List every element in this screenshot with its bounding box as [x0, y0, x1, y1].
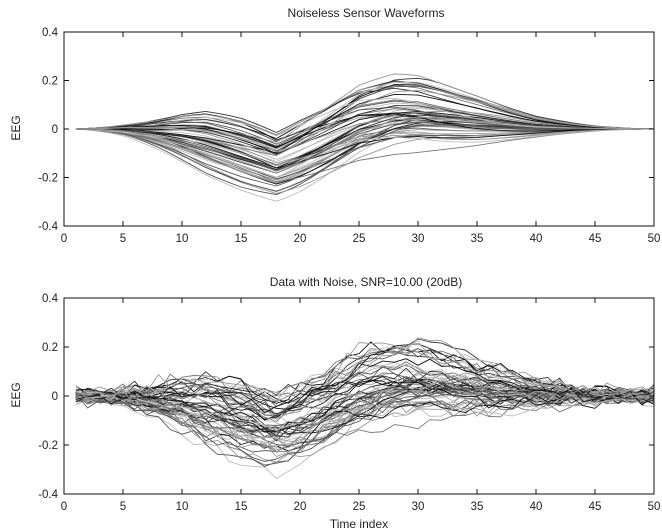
chart-title: Noiseless Sensor Waveforms [288, 6, 445, 20]
x-tick-label: 40 [530, 501, 543, 513]
series-line [75, 128, 654, 169]
x-tick-label: 20 [294, 501, 307, 513]
series-layer [75, 73, 655, 202]
subplot-noiseless: Noiseless Sensor Waveforms EEG 0 5 10 15 20 2… [9, 6, 660, 245]
ticks-layer: 0 5 10 15 20 25 30 35 40 45 50 -0.4 -0.2 0 0.2 0.4 [38, 27, 660, 245]
series-line [75, 89, 655, 157]
x-tick-label: 15 [235, 501, 248, 513]
series-line [75, 364, 655, 408]
x-tick-label: 25 [353, 233, 366, 245]
x-tick-label: 35 [471, 501, 484, 513]
x-tick-label: 25 [353, 501, 366, 513]
y-axis-label: EEG [9, 115, 23, 140]
x-tick-label: 40 [530, 233, 543, 245]
y-tick-label: -0.4 [38, 221, 58, 233]
x-axis-label: Time index [330, 517, 388, 531]
series-line [75, 358, 655, 410]
x-tick-label: 0 [61, 501, 67, 513]
y-tick-label: 0 [52, 391, 58, 403]
x-tick-label: 50 [648, 233, 661, 245]
x-tick-label: 45 [589, 233, 602, 245]
series-line [75, 93, 655, 149]
x-tick-label: 30 [412, 233, 425, 245]
series-line [75, 367, 655, 415]
y-tick-label: 0.4 [42, 293, 59, 305]
x-tick-label: 5 [120, 501, 126, 513]
x-tick-label: 35 [471, 233, 484, 245]
y-tick-label: 0 [52, 124, 58, 136]
y-tick-label: 0.2 [42, 342, 58, 354]
y-tick-label: -0.2 [38, 440, 58, 452]
series-line [75, 392, 655, 453]
series-line [75, 349, 655, 419]
chart-title: Data with Noise, SNR=10.00 (20dB) [270, 275, 462, 289]
ticks-layer: 0 5 10 15 20 25 30 35 40 45 50 -0.4 -0.2 0 0.2 0.4 [38, 293, 660, 513]
series-line [75, 346, 655, 420]
x-tick-label: 10 [176, 233, 189, 245]
x-tick-label: 30 [412, 501, 425, 513]
y-tick-label: -0.4 [38, 489, 58, 501]
y-tick-label: 0.4 [42, 27, 59, 39]
series-line [75, 337, 655, 405]
x-tick-label: 50 [648, 501, 661, 513]
x-tick-label: 10 [176, 501, 189, 513]
series-line [75, 395, 655, 447]
series-line [75, 121, 654, 171]
x-tick-label: 0 [61, 233, 67, 245]
series-layer [75, 337, 655, 479]
x-tick-label: 5 [120, 233, 126, 245]
series-line [75, 394, 655, 431]
x-tick-label: 15 [235, 233, 248, 245]
x-tick-label: 20 [294, 233, 307, 245]
series-line [75, 379, 655, 421]
series-line [75, 99, 655, 142]
y-tick-label: -0.2 [38, 173, 58, 185]
series-line [75, 116, 654, 174]
series-line [75, 394, 655, 435]
subplot-noisy: Data with Noise, SNR=10.00 (20dB) EEG 0 5… [9, 275, 660, 531]
x-tick-label: 45 [589, 501, 602, 513]
series-line [75, 376, 655, 444]
y-tick-label: 0.2 [42, 76, 58, 88]
y-axis-label: EEG [9, 382, 23, 407]
